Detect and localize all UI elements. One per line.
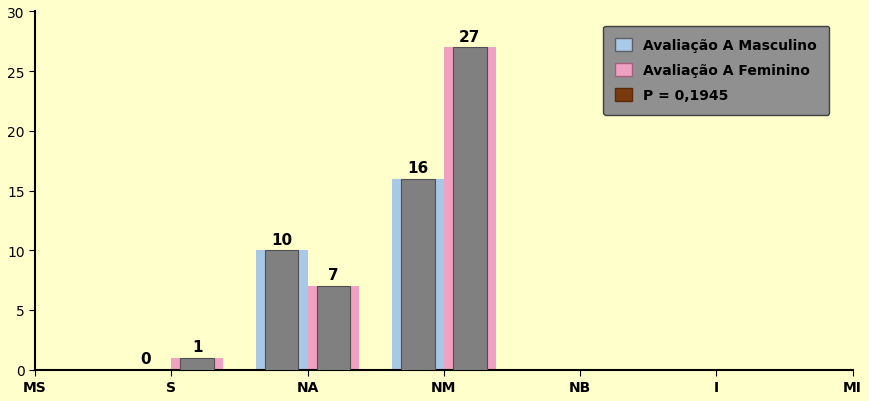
Bar bbox=[392, 179, 444, 370]
Text: 10: 10 bbox=[271, 232, 292, 247]
Bar bbox=[181, 358, 214, 370]
Text: 7: 7 bbox=[328, 268, 339, 283]
Text: 0: 0 bbox=[140, 351, 150, 366]
Bar bbox=[453, 48, 487, 370]
Bar bbox=[171, 358, 223, 370]
Text: 16: 16 bbox=[408, 161, 428, 176]
Legend: Avaliação A Masculino, Avaliação A Feminino, P = 0,1945: Avaliação A Masculino, Avaliação A Femin… bbox=[603, 26, 829, 115]
Bar bbox=[444, 48, 495, 370]
Bar bbox=[401, 179, 434, 370]
Text: 27: 27 bbox=[459, 30, 481, 45]
Bar bbox=[255, 251, 308, 370]
Bar bbox=[308, 286, 359, 370]
Bar bbox=[265, 251, 298, 370]
Bar bbox=[316, 286, 350, 370]
Text: 1: 1 bbox=[192, 339, 202, 354]
